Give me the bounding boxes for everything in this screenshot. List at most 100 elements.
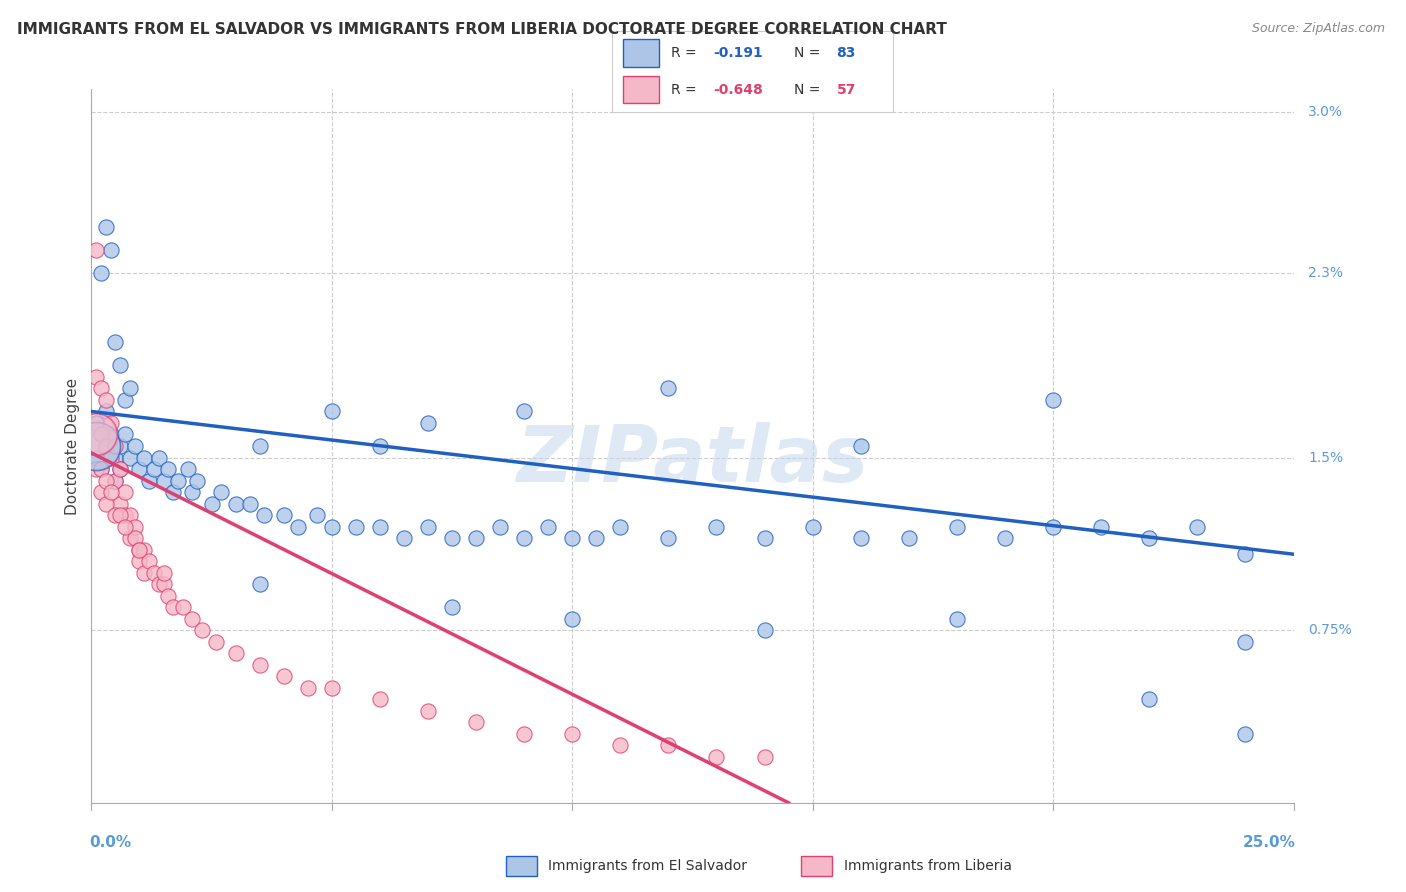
Point	[138, 474, 160, 488]
Point	[118, 531, 141, 545]
Point	[90, 462, 112, 476]
Point	[657, 381, 679, 395]
Point	[90, 266, 112, 280]
Text: -0.191: -0.191	[713, 45, 762, 60]
Point	[148, 577, 170, 591]
Point	[946, 519, 969, 533]
Point	[128, 554, 150, 568]
Point	[110, 508, 132, 522]
Point	[249, 577, 271, 591]
Point	[124, 439, 146, 453]
Point	[287, 519, 309, 533]
Point	[561, 612, 583, 626]
Point	[118, 450, 141, 465]
Text: 2.3%: 2.3%	[1308, 267, 1343, 280]
Point	[90, 427, 112, 442]
Point	[94, 439, 117, 453]
Point	[181, 485, 204, 500]
Text: N =: N =	[794, 83, 821, 97]
Point	[706, 519, 728, 533]
Point	[100, 244, 122, 258]
Point	[152, 566, 174, 580]
Point	[114, 485, 136, 500]
Y-axis label: Doctorate Degree: Doctorate Degree	[65, 377, 80, 515]
Point	[84, 370, 107, 384]
Point	[114, 427, 136, 442]
Point	[104, 450, 127, 465]
Point	[994, 531, 1017, 545]
Point	[321, 681, 343, 695]
Point	[465, 531, 488, 545]
Point	[142, 566, 165, 580]
Point	[110, 462, 132, 476]
Text: Source: ZipAtlas.com: Source: ZipAtlas.com	[1251, 22, 1385, 36]
Point	[90, 427, 112, 442]
Point	[1137, 531, 1160, 545]
Point	[100, 485, 122, 500]
Point	[368, 692, 391, 706]
Point	[84, 450, 107, 465]
Point	[897, 531, 920, 545]
Text: N =: N =	[794, 45, 821, 60]
Point	[104, 474, 127, 488]
Text: ZIPatlas: ZIPatlas	[516, 422, 869, 499]
Point	[94, 392, 117, 407]
Point	[148, 450, 170, 465]
Point	[561, 727, 583, 741]
Point	[1234, 634, 1257, 648]
Point	[128, 542, 150, 557]
Text: 3.0%: 3.0%	[1308, 105, 1343, 120]
Point	[754, 623, 776, 637]
Point	[110, 439, 132, 453]
Point	[537, 519, 560, 533]
Point	[801, 519, 824, 533]
Point	[110, 497, 132, 511]
Point	[368, 519, 391, 533]
Point	[513, 531, 536, 545]
Point	[186, 474, 208, 488]
Point	[513, 404, 536, 418]
Point	[100, 450, 122, 465]
Point	[849, 531, 872, 545]
Point	[609, 519, 631, 533]
Point	[84, 427, 107, 442]
Point	[191, 623, 214, 637]
Point	[754, 531, 776, 545]
Point	[307, 508, 329, 522]
Point	[513, 727, 536, 741]
Point	[84, 244, 107, 258]
Point	[162, 485, 184, 500]
Bar	[623, 76, 659, 103]
Point	[176, 462, 198, 476]
Point	[440, 531, 463, 545]
Point	[100, 416, 122, 430]
Point	[118, 508, 141, 522]
Point	[239, 497, 262, 511]
Point	[94, 404, 117, 418]
Point	[104, 474, 127, 488]
Point	[416, 519, 439, 533]
Point	[273, 669, 295, 683]
Point	[253, 508, 276, 522]
Text: 25.0%: 25.0%	[1243, 835, 1296, 850]
Point	[134, 542, 156, 557]
Point	[138, 554, 160, 568]
Point	[273, 508, 295, 522]
Point	[134, 450, 156, 465]
Point	[157, 462, 180, 476]
Point	[84, 439, 107, 453]
Point	[1042, 392, 1064, 407]
Point	[321, 519, 343, 533]
Point	[1042, 519, 1064, 533]
Point	[585, 531, 607, 545]
Point	[1090, 519, 1112, 533]
Point	[128, 462, 150, 476]
Point	[110, 462, 132, 476]
Point	[1187, 519, 1209, 533]
Point	[392, 531, 415, 545]
Point	[84, 462, 107, 476]
Point	[94, 497, 117, 511]
Point	[134, 566, 156, 580]
Point	[297, 681, 319, 695]
Point	[114, 519, 136, 533]
